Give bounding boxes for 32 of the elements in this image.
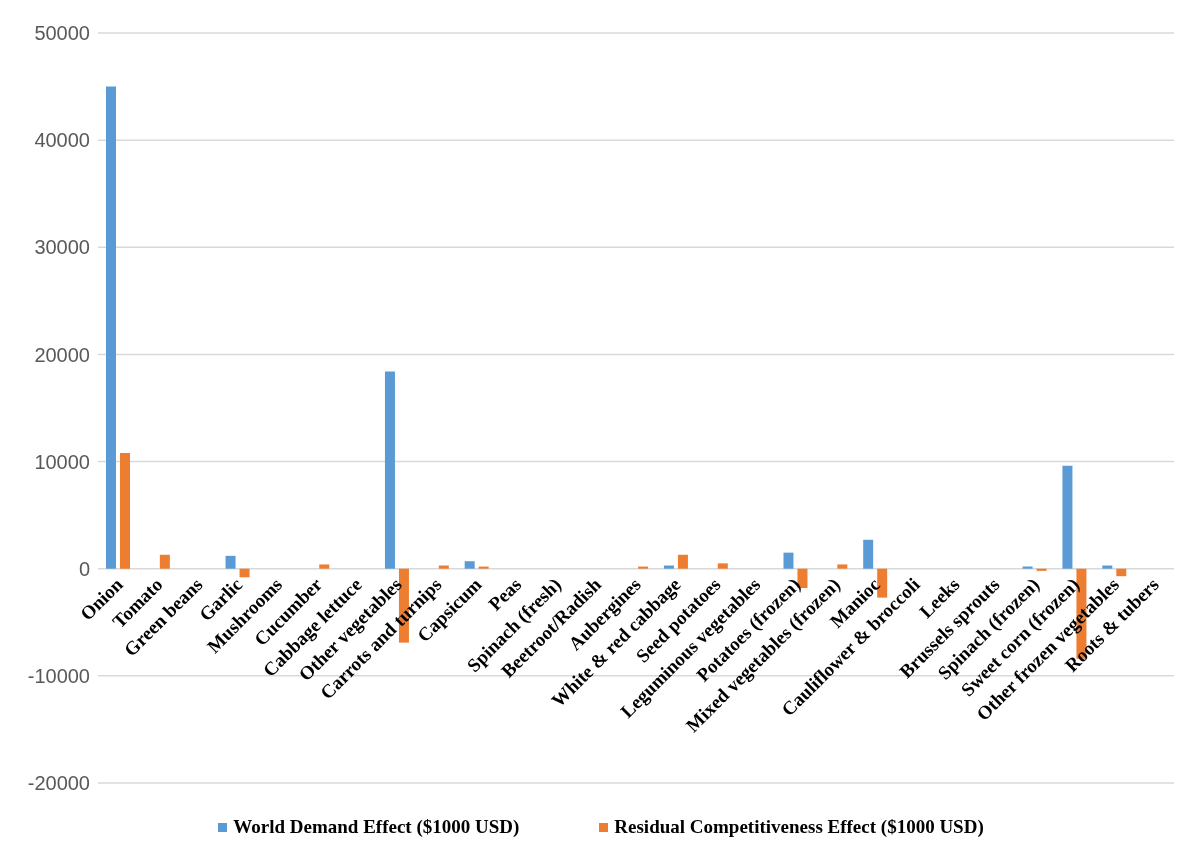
bar bbox=[225, 555, 236, 569]
bar bbox=[1022, 566, 1033, 569]
bar bbox=[239, 568, 250, 578]
bar bbox=[717, 563, 728, 569]
y-tick-label: 40000 bbox=[34, 129, 90, 152]
y-tick-label: 0 bbox=[78, 557, 90, 580]
bar bbox=[837, 564, 848, 569]
bar bbox=[106, 86, 116, 569]
y-tick-label: 30000 bbox=[34, 236, 90, 259]
bar bbox=[319, 564, 330, 569]
y-tick-label: 50000 bbox=[34, 22, 90, 45]
bar bbox=[663, 565, 674, 569]
bar bbox=[464, 561, 475, 569]
bar bbox=[1102, 565, 1113, 569]
legend-label: Residual Competitiveness Effect ($1000 USD) bbox=[613, 816, 984, 838]
legend-label: World Demand Effect ($1000 USD) bbox=[232, 816, 520, 838]
bar bbox=[384, 371, 395, 569]
bar bbox=[677, 554, 688, 569]
bar bbox=[1036, 568, 1047, 571]
y-tick-label: 10000 bbox=[34, 450, 90, 473]
bar bbox=[159, 554, 170, 569]
bar bbox=[638, 566, 649, 569]
bar bbox=[120, 453, 130, 569]
y-tick-label: -10000 bbox=[27, 664, 90, 687]
bar bbox=[1062, 465, 1073, 569]
y-tick-label: -20000 bbox=[27, 772, 90, 795]
bar bbox=[783, 552, 794, 569]
bar bbox=[478, 566, 489, 569]
bar bbox=[863, 539, 874, 569]
bar bbox=[438, 565, 449, 569]
bar bbox=[1116, 568, 1127, 577]
y-tick-label: 20000 bbox=[34, 343, 90, 366]
